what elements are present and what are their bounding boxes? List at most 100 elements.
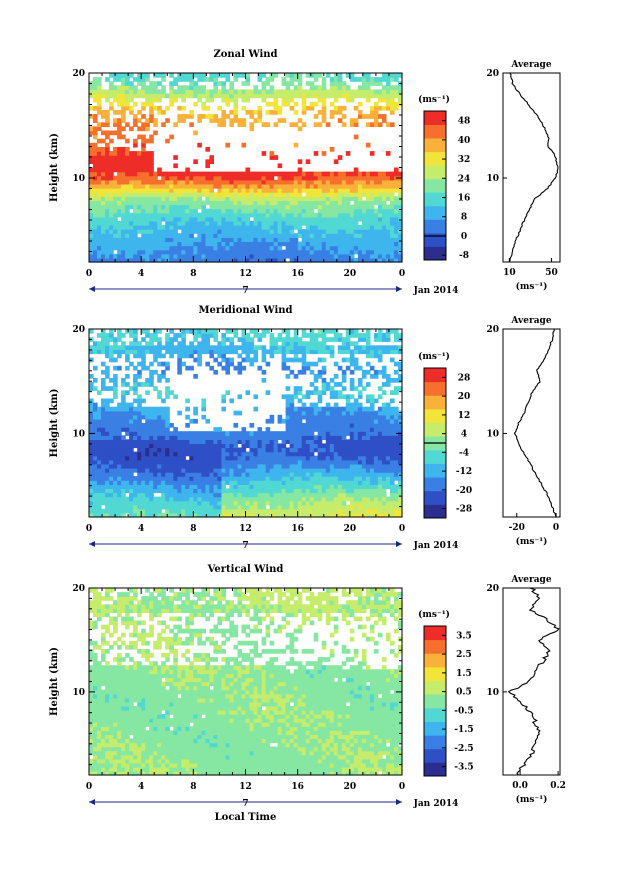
heatmap-cell <box>233 183 239 189</box>
heatmap-cell <box>193 171 198 177</box>
heatmap-cell <box>133 93 138 99</box>
heatmap-cell <box>181 361 186 367</box>
heatmap-cell <box>265 196 271 201</box>
heatmap-cell <box>125 439 130 444</box>
heatmap-cell <box>113 200 118 206</box>
heatmap-cell <box>121 175 126 181</box>
heatmap-cell <box>141 179 146 185</box>
heatmap-cell <box>398 508 403 514</box>
heatmap-cell <box>229 241 234 247</box>
heatmap-cell <box>301 439 307 444</box>
heatmap-cell <box>201 188 206 193</box>
heatmap-cell <box>237 468 243 473</box>
heatmap-cell <box>93 345 98 350</box>
heatmap-cell <box>261 488 267 494</box>
heatmap-cell <box>113 431 118 436</box>
heatmap-cell <box>398 200 403 206</box>
heatmap-cell <box>257 175 263 181</box>
heatmap-cell <box>161 427 166 432</box>
heatmap-cell <box>357 212 363 218</box>
heatmap-cell <box>309 488 315 494</box>
heatmap-cell <box>349 427 355 432</box>
heatmap-cell <box>165 500 170 506</box>
heatmap-cell <box>197 85 202 90</box>
heatmap-cell <box>345 204 351 210</box>
heatmap-cell <box>301 233 307 238</box>
heatmap-cell <box>321 451 327 457</box>
heatmap-cell <box>273 439 279 444</box>
heatmap-cell <box>105 369 110 375</box>
heatmap-cell <box>205 114 210 119</box>
heatmap-cell <box>357 365 363 371</box>
heatmap-cell <box>337 257 343 263</box>
heatmap-cell <box>281 97 287 103</box>
heatmap-cell <box>305 105 311 111</box>
heatmap-cell <box>293 179 299 185</box>
heatmap-cell <box>213 89 218 95</box>
heatmap-cell <box>141 101 146 107</box>
heatmap-cell <box>237 492 243 498</box>
heatmap-cell <box>345 398 351 404</box>
heatmap-cell <box>353 257 359 263</box>
heatmap-cell <box>93 216 98 222</box>
heatmap-cell <box>229 472 234 477</box>
heatmap-cell <box>309 382 315 387</box>
heatmap-cell <box>249 439 255 444</box>
heatmap-cell <box>137 504 142 510</box>
heatmap-cell <box>301 241 307 247</box>
heatmap-cell <box>233 410 239 416</box>
heatmap-cell <box>133 353 138 359</box>
heatmap-cell <box>173 196 178 201</box>
heatmap-cell <box>97 175 102 181</box>
heatmap-cell <box>377 93 383 99</box>
heatmap-cell <box>289 414 295 420</box>
heatmap-cell <box>261 447 267 453</box>
heatmap-cell <box>93 147 98 152</box>
heatmap-cell <box>277 418 283 424</box>
heatmap-cell <box>137 492 142 498</box>
heatmap-cell <box>145 138 150 144</box>
heatmap-cell <box>297 179 303 185</box>
heatmap-cell <box>97 435 102 440</box>
heatmap-cell <box>398 492 403 498</box>
heatmap-cell <box>169 200 174 206</box>
heatmap-cell <box>297 183 303 189</box>
heatmap-cell <box>137 225 142 230</box>
heatmap-cell <box>333 443 339 449</box>
heatmap-cell <box>213 492 218 498</box>
heatmap-cell <box>133 122 138 127</box>
heatmap-cell <box>313 414 319 420</box>
heatmap-cell <box>317 504 323 510</box>
heatmap-cell <box>398 365 403 371</box>
heatmap-cell <box>245 225 251 230</box>
heatmap-cell <box>341 435 347 440</box>
heatmap-cell <box>361 447 367 453</box>
heatmap-cell <box>390 410 395 416</box>
heatmap-cell <box>181 229 186 234</box>
heatmap-cell <box>309 492 315 498</box>
heatmap-cell <box>329 435 335 440</box>
heatmap-cell <box>349 468 355 473</box>
heatmap-cell <box>141 220 146 226</box>
heatmap-cell <box>117 406 122 412</box>
heatmap-cell <box>177 233 182 238</box>
heatmap-cell <box>321 81 327 86</box>
heatmap-cell <box>273 451 279 457</box>
heatmap-cell <box>289 349 295 355</box>
heatmap-cell <box>333 394 339 400</box>
heatmap-cell <box>169 101 174 107</box>
heatmap-cell <box>185 423 190 428</box>
heatmap-cell <box>109 200 114 206</box>
heatmap-cell <box>233 443 239 449</box>
heatmap-cell <box>205 496 210 502</box>
heatmap-cell <box>333 484 339 489</box>
heatmap-cell <box>253 488 259 494</box>
heatmap-cell <box>121 118 126 123</box>
heatmap-cell <box>229 188 234 193</box>
heatmap-cell <box>297 167 303 173</box>
heatmap-cell <box>381 196 387 201</box>
heatmap-cell <box>141 253 146 259</box>
heatmap-cell <box>329 459 335 465</box>
heatmap-cell <box>309 253 315 259</box>
